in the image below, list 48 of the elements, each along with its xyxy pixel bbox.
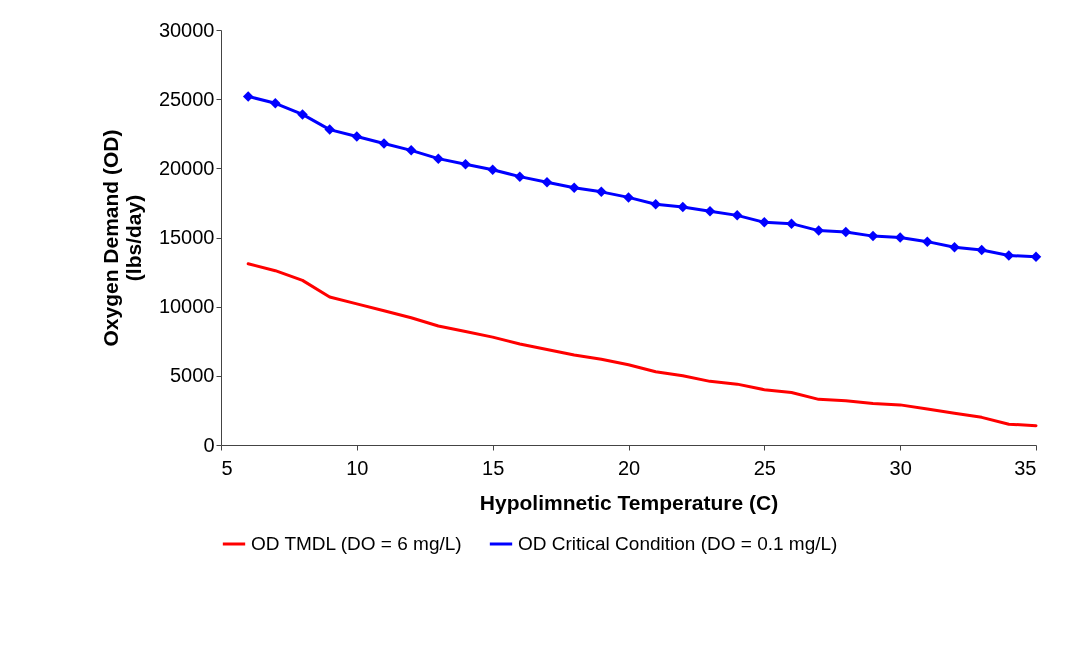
point: [460, 158, 471, 170]
point: [541, 176, 553, 188]
point: [677, 201, 689, 213]
point: [514, 171, 526, 182]
point: [894, 232, 906, 243]
x-tick-label: 15: [482, 456, 505, 479]
point: [623, 192, 634, 203]
point: [949, 241, 960, 253]
x-axis-title: Hypolimnetic Temperature (C): [479, 490, 779, 514]
point: [351, 131, 363, 142]
point: [487, 164, 498, 175]
point: [324, 124, 335, 135]
y-tick-label: 15000: [158, 226, 215, 248]
y-tick-label: 30000: [158, 18, 215, 41]
point: [650, 199, 661, 210]
y-axis-title: Oxygen Demand (OD) (lbs/day): [98, 129, 145, 347]
point: [405, 145, 417, 156]
point: [270, 98, 281, 109]
legend-label: OD TMDL (DO = 6 mg/L): [251, 533, 462, 554]
point: [867, 230, 879, 242]
y-tick-label: 10000: [158, 295, 215, 318]
x-tick-label: 10: [346, 456, 369, 479]
point: [297, 109, 308, 120]
point: [731, 210, 743, 221]
x-tick-label: 20: [617, 456, 641, 479]
point: [813, 225, 824, 236]
point: [840, 226, 852, 238]
point: [433, 153, 444, 164]
point: [596, 186, 607, 198]
x-tick-label: 25: [753, 456, 776, 479]
point: [704, 205, 716, 217]
y-tick-label: 25000: [158, 87, 215, 110]
point: [786, 218, 797, 229]
y-tick-label: 0: [203, 433, 215, 456]
point: [922, 236, 933, 247]
point: [759, 217, 770, 228]
y-tick-label: 5000: [170, 364, 215, 387]
point: [568, 182, 580, 193]
point: [1003, 250, 1015, 261]
point: [976, 244, 987, 256]
point: [378, 138, 390, 149]
legend-label: OD Critical Condition (DO = 0.1 mg/L): [518, 533, 838, 554]
y-tick-label: 20000: [158, 156, 215, 179]
line-series: [246, 262, 1038, 428]
point: [242, 91, 254, 102]
x-tick-label: 35: [1014, 456, 1037, 479]
x-tick-label: 30: [889, 456, 912, 479]
x-tick-label: 5: [221, 456, 233, 479]
